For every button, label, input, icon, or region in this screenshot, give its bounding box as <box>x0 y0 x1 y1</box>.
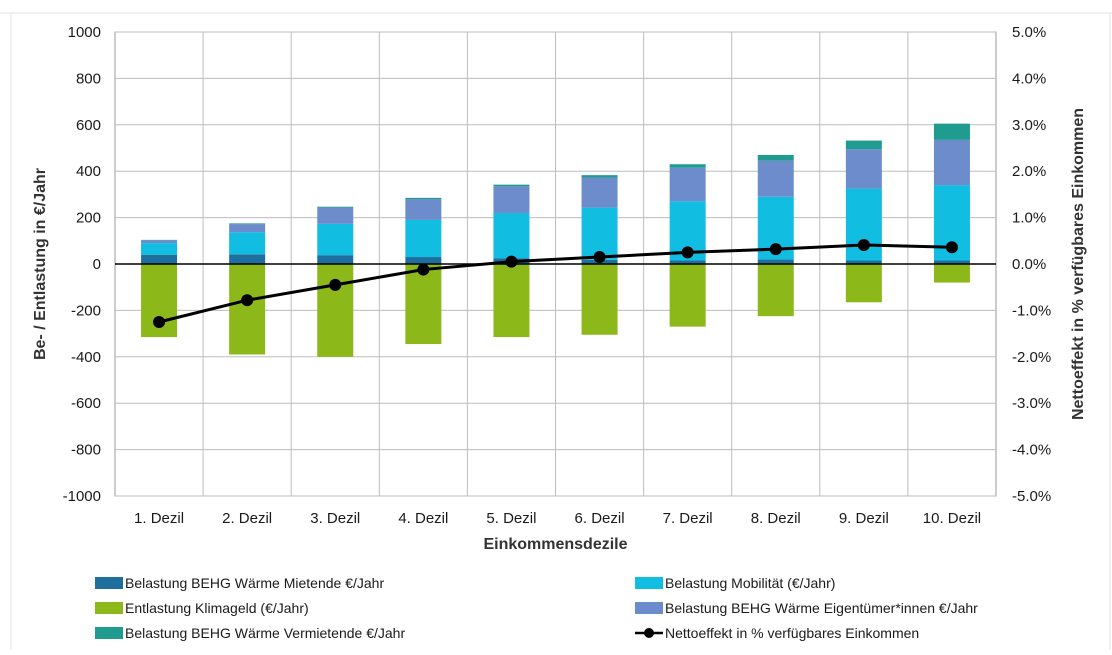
net-effect-point <box>153 316 165 328</box>
x-tick-label: 7. Dezil <box>663 510 713 527</box>
net-effect-point <box>770 243 782 255</box>
bar-segment <box>934 264 970 283</box>
y-left-axis-title: Be- / Entlastung in €/Jahr <box>32 168 49 360</box>
legend-swatch <box>95 577 123 589</box>
net-effect-point <box>682 246 694 258</box>
legend-label: Belastung BEHG Wärme Eigentümer*innen €/… <box>665 600 978 616</box>
bar-segment <box>229 254 265 264</box>
net-effect-point <box>241 294 253 306</box>
legend-label: Belastung Mobilität (€/Jahr) <box>665 575 835 591</box>
net-effect-point <box>858 239 870 251</box>
y-right-tick-label: -4.0% <box>1012 442 1051 459</box>
y-right-tick-label: -5.0% <box>1012 488 1051 505</box>
y-left-tick-label: 800 <box>76 70 101 87</box>
y-left-tick-label: 400 <box>76 163 101 180</box>
bar-segment <box>758 155 794 161</box>
y-left-tick-label: 0 <box>93 256 101 273</box>
x-tick-label: 9. Dezil <box>839 510 889 527</box>
x-tick-label: 1. Dezil <box>134 510 184 527</box>
x-tick-label: 6. Dezil <box>575 510 625 527</box>
net-effect-point <box>417 264 429 276</box>
bar-segment <box>405 199 441 220</box>
legend-swatch <box>635 577 663 589</box>
x-tick-label: 3. Dezil <box>310 510 360 527</box>
y-right-tick-label: -3.0% <box>1012 395 1051 412</box>
bar-segment <box>846 149 882 188</box>
net-effect-point <box>946 241 958 253</box>
bar-segment <box>405 264 441 344</box>
bar-segment <box>141 240 177 243</box>
legend-label: Entlastung Klimageld (€/Jahr) <box>125 600 309 616</box>
bar-segment <box>405 257 441 264</box>
bar-segment <box>934 124 970 140</box>
bar-segment <box>934 140 970 185</box>
y-left-tick-label: -200 <box>71 302 101 319</box>
bar-segment <box>317 264 353 357</box>
y-left-tick-label: -400 <box>71 349 101 366</box>
y-right-tick-label: 0.0% <box>1012 256 1046 273</box>
y-right-tick-label: 2.0% <box>1012 163 1046 180</box>
y-left-tick-label: -600 <box>71 395 101 412</box>
x-tick-label: 8. Dezil <box>751 510 801 527</box>
bar-segment <box>493 186 529 213</box>
x-tick-label: 10. Dezil <box>923 510 981 527</box>
bar-segment <box>758 161 794 197</box>
bar-segment <box>141 243 177 255</box>
y-right-tick-label: -2.0% <box>1012 349 1051 366</box>
y-left-tick-label: -1000 <box>63 488 101 505</box>
bar-segment <box>317 207 353 208</box>
y-left-tick-label: -800 <box>71 442 101 459</box>
bar-segment <box>493 213 529 258</box>
bar-segment <box>670 168 706 202</box>
bar-segment <box>758 264 794 316</box>
y-right-axis-title: Nettoeffekt in % verfügbares Einkommen <box>1070 108 1087 420</box>
legend-label: Belastung BEHG Wärme Mietende €/Jahr <box>125 575 384 591</box>
bar-segment <box>229 264 265 354</box>
bar-segment <box>846 141 882 150</box>
bar-segment <box>670 164 706 167</box>
bar-segment <box>317 208 353 224</box>
x-tick-label: 2. Dezil <box>222 510 272 527</box>
bar-segment <box>846 264 882 302</box>
y-left-tick-label: 200 <box>76 210 101 227</box>
bar-segment <box>405 198 441 199</box>
y-right-tick-label: 5.0% <box>1012 24 1046 41</box>
bar-segment <box>229 224 265 232</box>
net-effect-point <box>329 279 341 291</box>
y-left-tick-label: 600 <box>76 117 101 134</box>
bar-segment <box>229 232 265 254</box>
legend-label: Nettoeffekt in % verfügbares Einkommen <box>665 625 919 641</box>
bar-segment <box>493 185 529 187</box>
bar-segment <box>582 177 618 207</box>
legend-marker-swatch <box>644 628 654 638</box>
x-axis-title: Einkommensdezile <box>483 536 627 553</box>
legend-swatch <box>95 627 123 639</box>
x-tick-label: 5. Dezil <box>486 510 536 527</box>
bar-segment <box>141 255 177 264</box>
legend-swatch <box>635 602 663 614</box>
bar-segment <box>582 264 618 335</box>
y-right-tick-label: 4.0% <box>1012 70 1046 87</box>
y-right-tick-label: 1.0% <box>1012 210 1046 227</box>
legend-label: Belastung BEHG Wärme Vermietende €/Jahr <box>125 625 405 641</box>
y-right-tick-label: 3.0% <box>1012 117 1046 134</box>
net-effect-point <box>594 251 606 263</box>
x-tick-label: 4. Dezil <box>398 510 448 527</box>
bar-segment <box>493 264 529 337</box>
y-right-tick-label: -1.0% <box>1012 302 1051 319</box>
bar-segment <box>317 255 353 264</box>
bar-segment <box>670 264 706 327</box>
bar-segment <box>317 224 353 255</box>
bar-segment <box>405 220 441 257</box>
bar-segment <box>582 175 618 177</box>
legend-swatch <box>95 602 123 614</box>
bar-segment <box>229 223 265 224</box>
y-left-tick-label: 1000 <box>68 24 101 41</box>
net-effect-point <box>505 256 517 268</box>
